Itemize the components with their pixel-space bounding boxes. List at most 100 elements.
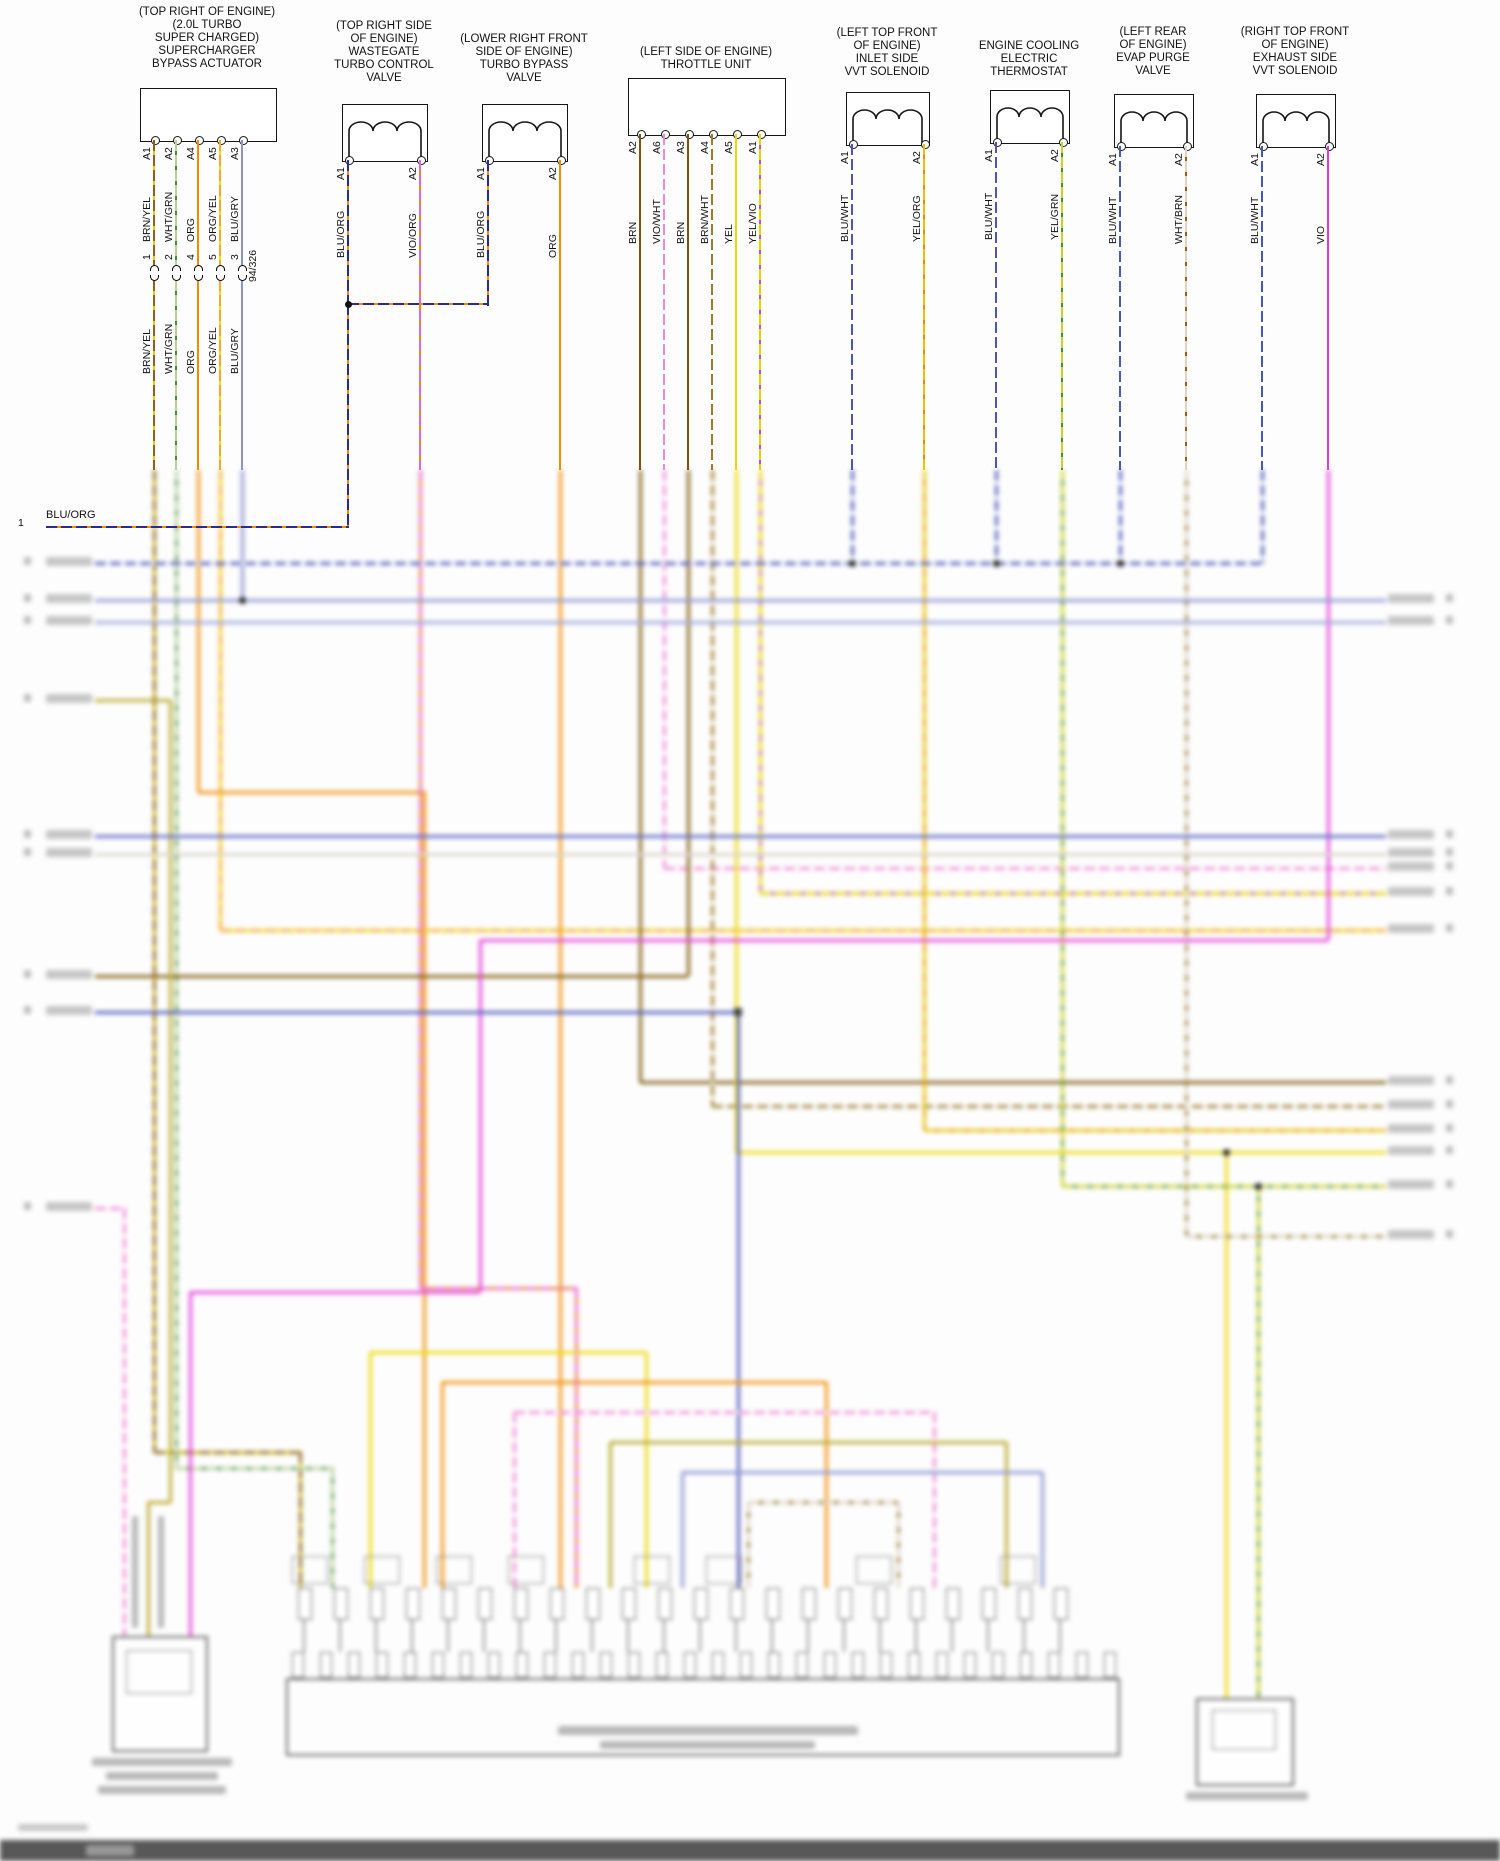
wire-segment [218,140,222,266]
edge-page-number [1446,616,1453,624]
pin-stub [987,1618,990,1652]
connector-shell [292,1556,328,1584]
caption-bar [98,1786,226,1794]
pin-stub [555,1618,558,1652]
pin-stub [663,1618,666,1652]
wire-segment [46,525,349,529]
ecm-pin [656,1652,668,1678]
wire-segment [932,1412,936,1588]
edge-page-number [24,1202,31,1210]
connector-shell [706,1556,742,1584]
wire-segment [220,928,1386,932]
wire-segment [1186,1234,1386,1238]
pin-stub [807,1618,810,1652]
component-label-line: (LEFT REAR [1119,26,1187,38]
edge-wire-label-chip [46,1202,92,1211]
component-label-line: SUPERCHARGER [158,45,256,57]
pin-stub [591,1618,594,1652]
wire-segment [512,1412,516,1588]
component-label-line: (LEFT SIDE OF ENGINE) [639,46,773,58]
wire-segment [746,1502,750,1588]
solenoid-coil-icon [348,121,422,161]
wire-segment [662,134,666,470]
edge-page-number [1446,1230,1453,1238]
wire-segment [95,598,1386,602]
wire-segment [146,1502,150,1636]
wire-segment [154,1450,302,1454]
vertical-label-bar [132,1516,138,1628]
component-label-throttle-unit: (LEFT SIDE OF ENGINE) THROTTLE UNIT [596,46,816,72]
component-label-line: BYPASS ACTUATOR [152,58,262,70]
wire-segment [480,938,1328,942]
wire-segment [95,852,1386,856]
wire-segment [922,470,926,1130]
junction-dot [848,559,856,567]
ecm-pin [796,1652,808,1678]
edge-page-number [1446,924,1453,932]
component-label-line: TURBO BYPASS [479,59,569,71]
wire-segment [662,470,666,868]
wire-segment [638,470,642,1082]
wire-segment [176,1466,334,1470]
junction-dot [992,559,1000,567]
caption-bar [92,1758,232,1766]
ecm-pin [684,1652,696,1678]
wire-segment [1060,142,1064,470]
ecm-pin [320,1652,332,1678]
connector-shell [856,1556,892,1584]
edge-page-number [24,616,31,624]
wire-segment [994,142,998,470]
ecm-pin [376,1652,388,1678]
ecm-pin [348,1652,360,1678]
connector-shell [364,1556,400,1584]
edge-page-number [1446,1076,1453,1084]
wire-segment [420,1286,578,1290]
edge-page-number [1446,1146,1453,1154]
component-label-line: VALVE [366,72,402,84]
component-box [482,104,568,162]
ecm-caption-bar [558,1726,858,1735]
pin-stub [375,1618,378,1652]
ecm-pin [488,1652,500,1678]
edge-wire-label-chip [46,848,92,857]
wire-segment [1118,146,1122,470]
wire-segment [330,1468,334,1588]
edge-page-number [24,557,31,565]
connector-shell [1000,1556,1036,1584]
footer-segment [86,1845,134,1856]
wire-segment [1260,470,1264,564]
component-label-line: OF ENGINE) [350,33,418,45]
pin-stub [339,1618,342,1652]
ecm-caption-bar [600,1741,815,1749]
edge-page-number [1446,1100,1453,1108]
component-box [628,78,786,136]
edge-wire-label-chip [1388,1124,1434,1133]
wire-segment [760,891,1386,895]
ecm-pin [768,1652,780,1678]
ecm-pin [572,1652,584,1678]
edge-page-number [1446,1124,1453,1132]
ecm-pin [544,1652,556,1678]
component-label-line: (LEFT TOP FRONT [836,27,938,39]
ecm-pin [852,1652,864,1678]
wire-segment [152,470,156,1452]
component-label-supercharger-bypass-actuator: (TOP RIGHT OF ENGINE) (2.0L TURBO SUPER … [97,6,317,71]
edge-page-number [24,970,31,978]
ecm-pin [964,1652,976,1678]
wire-segment [240,280,244,470]
junction-dot [1222,1148,1230,1156]
wire-segment [850,144,854,470]
ecm-pin [460,1652,472,1678]
connector-shell [436,1556,472,1584]
wire-segment [1062,1184,1386,1188]
component-label-line: ELECTRIC [1000,53,1058,65]
component-label-line: OF ENGINE) [1119,39,1187,51]
solenoid-coil-icon [1262,111,1330,147]
pin-stub [627,1618,630,1652]
wire-segment [574,1288,578,1588]
component-label-line: ENGINE COOLING [978,40,1080,52]
component-label-line: EVAP PURGE [1116,52,1190,64]
edge-page-number [1446,594,1453,602]
wire-segment [1326,146,1330,470]
